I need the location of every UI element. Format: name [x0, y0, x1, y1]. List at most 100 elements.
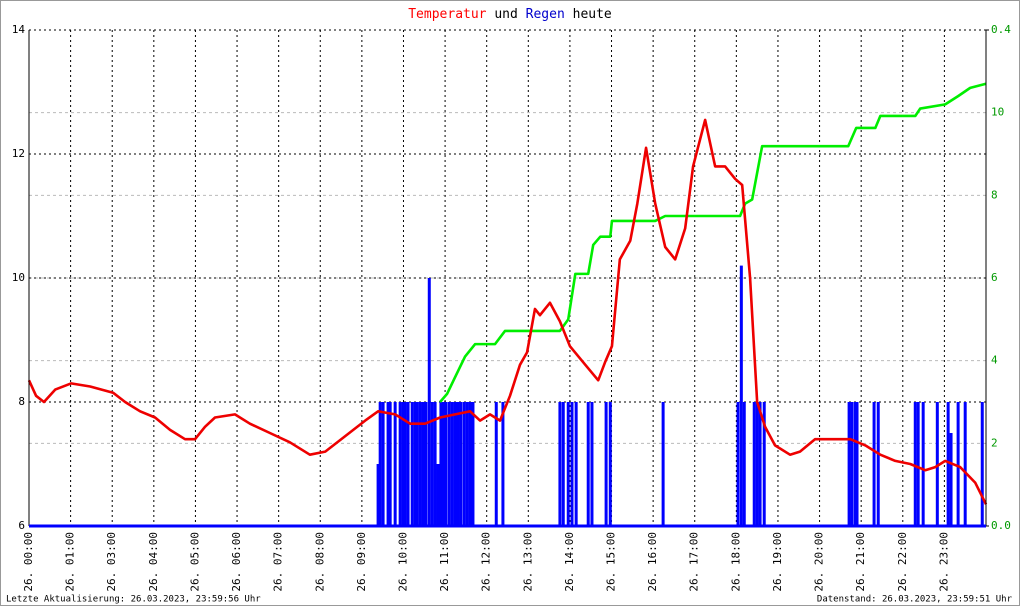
- rain-bar: [465, 402, 469, 526]
- chart-title: Temperatur und Regen heute: [408, 7, 612, 22]
- rain-bar: [430, 402, 434, 526]
- rain-bar: [471, 402, 475, 526]
- rain-bar: [494, 402, 498, 526]
- rain-bar: [916, 402, 920, 526]
- rain-bar: [736, 402, 740, 526]
- rain-bar: [913, 402, 917, 526]
- title-part: heute: [573, 7, 612, 22]
- x-tick-label: 26. 17:00: [688, 532, 701, 592]
- rain-bar: [403, 402, 407, 526]
- rain-bar: [398, 402, 402, 526]
- series-line: [439, 82, 987, 403]
- rain-bar: [453, 402, 457, 526]
- y-tick-label: 14: [12, 23, 26, 36]
- rain-bar: [413, 402, 417, 526]
- x-tick-label: 26. 03:00: [105, 532, 118, 592]
- y-tick-label: 12: [12, 147, 25, 160]
- y2-tick-label: 2: [991, 436, 998, 449]
- x-tick-label: 26. 15:00: [605, 532, 618, 592]
- y2-tick-label: 4: [991, 354, 998, 367]
- x-tick-label: 26. 13:00: [521, 532, 534, 592]
- x-tick-label: 26. 05:00: [188, 532, 201, 592]
- rain-bar: [853, 402, 857, 526]
- rain-bar: [450, 402, 454, 526]
- series-line: [27, 118, 988, 505]
- rain-bar: [441, 402, 445, 526]
- rain-bar: [739, 265, 743, 526]
- rain-bar: [558, 402, 562, 526]
- y3-tick-label: 0.4: [991, 23, 1011, 36]
- x-tick-label: 26. 20:00: [813, 532, 826, 592]
- x-tick-label: 26. 06:00: [230, 532, 243, 592]
- rain-bar: [661, 402, 665, 526]
- rain-bar: [608, 402, 612, 526]
- rain-bar: [566, 402, 570, 526]
- x-tick-label: 26. 16:00: [646, 532, 659, 592]
- title-part: und: [494, 7, 517, 22]
- y2-tick-label: 8: [991, 188, 998, 201]
- rain-bar: [462, 402, 466, 526]
- rain-bar: [570, 402, 574, 526]
- rain-bar: [752, 402, 756, 526]
- y-tick-label: 8: [18, 395, 25, 408]
- x-tick-label: 26. 23:00: [937, 532, 950, 592]
- rain-bar: [850, 402, 854, 526]
- rain-bar: [586, 402, 590, 526]
- x-tick-label: 26. 08:00: [313, 532, 326, 592]
- x-tick-label: 26. 21:00: [854, 532, 867, 592]
- rain-bar: [447, 402, 451, 526]
- rain-bar: [468, 402, 472, 526]
- rain-bar: [401, 402, 405, 526]
- rain-bar: [956, 402, 960, 526]
- rain-bar: [921, 402, 925, 526]
- footer-right: Datenstand: 26.03.2023, 23:59:51 Uhr: [817, 595, 1013, 605]
- x-tick-label: 26. 14:00: [563, 532, 576, 592]
- rain-bar: [459, 402, 463, 526]
- title-part: Regen: [526, 7, 565, 22]
- rain-bar: [386, 402, 390, 526]
- rain-bar: [418, 402, 422, 526]
- rain-bar: [444, 402, 448, 526]
- rain-bar: [949, 433, 953, 526]
- x-tick-label: 26. 12:00: [480, 532, 493, 592]
- x-tick-label: 26. 18:00: [729, 532, 742, 592]
- rain-bar: [439, 402, 443, 526]
- rain-bar: [421, 402, 425, 526]
- x-tick-label: 26. 10:00: [396, 532, 409, 592]
- rain-bar: [456, 402, 460, 526]
- x-tick-label: 26. 07:00: [272, 532, 285, 592]
- rain-bar: [376, 464, 380, 526]
- rain-bar: [393, 402, 397, 526]
- rain-bar: [378, 402, 382, 526]
- rain-bar: [604, 402, 608, 526]
- y2-tick-label: 6: [991, 271, 998, 284]
- rain-bar: [410, 402, 414, 526]
- rain-bar: [415, 402, 419, 526]
- rain-bar: [388, 402, 392, 526]
- rain-bar: [561, 402, 565, 526]
- rain-bar: [963, 402, 967, 526]
- x-tick-label: 26. 11:00: [438, 532, 451, 592]
- y-tick-label: 6: [18, 519, 25, 532]
- rain-bar: [946, 402, 950, 526]
- rain-bar: [590, 402, 594, 526]
- rain-bar: [855, 402, 859, 526]
- rain-bar: [872, 402, 876, 526]
- rain-bar: [742, 402, 746, 526]
- rain-bar: [755, 402, 759, 526]
- rain-bar: [433, 402, 437, 526]
- rain-bar: [847, 402, 851, 526]
- rain-bar: [935, 402, 939, 526]
- rain-bar: [427, 278, 431, 526]
- y-tick-label: 10: [12, 271, 25, 284]
- x-tick-label: 26. 04:00: [147, 532, 160, 592]
- rain-bar: [424, 402, 428, 526]
- rain-bar: [436, 464, 440, 526]
- rain-bar: [876, 402, 880, 526]
- rain-bar: [501, 402, 505, 526]
- x-tick-label: 26. 01:00: [64, 532, 77, 592]
- y2-tick-label: 10: [991, 106, 1004, 119]
- title-part: Temperatur: [408, 7, 486, 22]
- y3-tick-label: 0.0: [991, 519, 1011, 532]
